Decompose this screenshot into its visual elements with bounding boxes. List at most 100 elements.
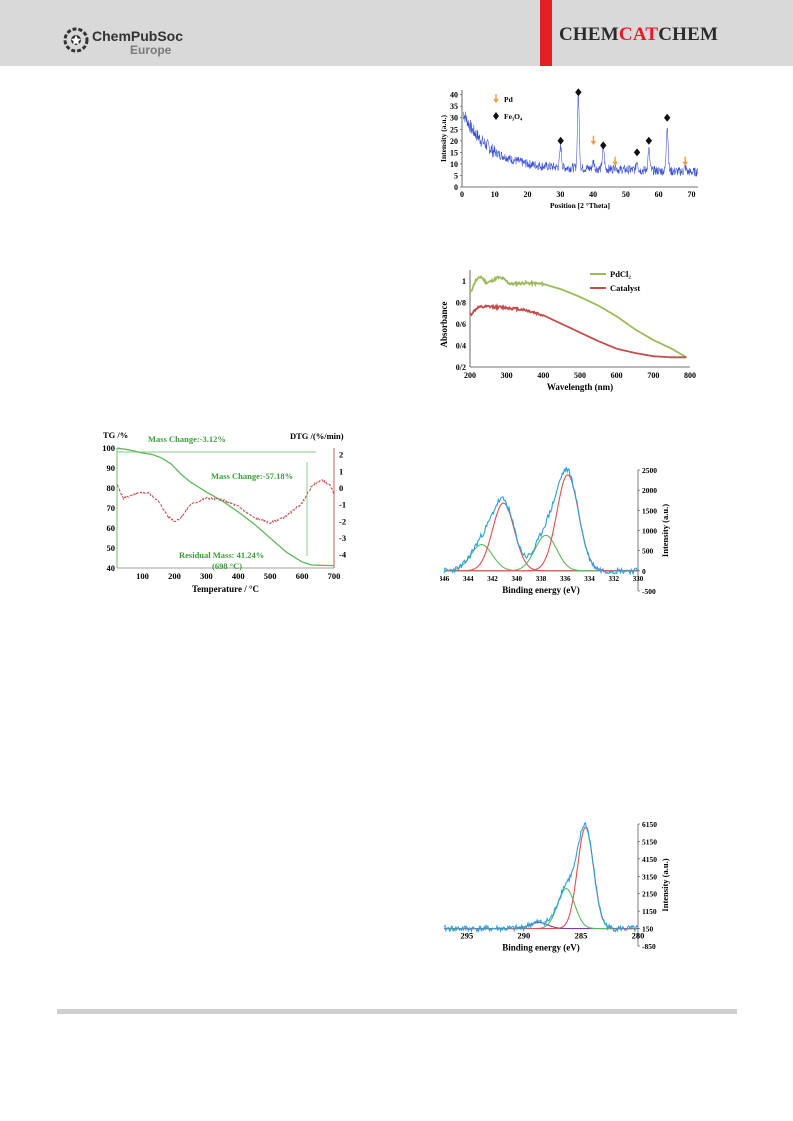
y-tick-label: 35 [450,102,458,111]
y2-tick-label: -2 [339,516,346,526]
y-tick-label: 150 [642,925,654,934]
x-axis-title: Binding energy (eV) [502,943,580,953]
x-tick-label: 70 [687,190,695,199]
x-tick-label: 300 [200,571,213,581]
x-tick-label: 500 [264,571,277,581]
x-tick-label: 340 [512,575,523,583]
x-tick-label: 290 [518,931,531,941]
legend-label: PdCl₂ [610,269,631,279]
chempubsoc-icon [63,27,89,53]
fe3o4-peak-marker [633,148,641,157]
xrd-chart: 0 5 10 15 20 25 30 35 40 0 10 20 30 40 50 60 70 Position … [439,88,698,210]
series-line-pdcl2 [469,275,687,359]
x-tick-label: 400 [537,371,549,380]
fe3o4-peak-marker [557,136,564,145]
y-axis-title: Absorbance [439,301,449,347]
y-tick-label: 1 [462,277,466,286]
y-tick-label: 5150 [642,837,657,846]
fit-component-3 [444,826,638,930]
legend-pd-label: Pd [504,95,514,104]
x-axis-title: Wavelength (nm) [547,382,613,392]
page-header: ChemPubSoc Europe CHEMCATCHEM [0,0,793,66]
measured-spectrum [443,466,639,576]
y-tick-label: 0/8 [456,298,466,307]
x-tick-label: 200 [464,371,476,380]
y-tick-label: 2000 [642,486,657,495]
y-tick-label: 30 [450,114,458,123]
y-tick-label: 1000 [642,527,657,536]
xps-pd-chart: -500 0 500 1000 1500 2000 2500 346 344 342 340 338 3… [440,466,670,596]
y-tick-label: -850 [642,942,656,951]
x-tick-label: 332 [609,575,620,583]
fit-component-4 [444,474,638,572]
x-tick-label: 285 [575,931,588,941]
y-tick-label: 15 [450,148,458,157]
y-tick-label: 3150 [642,872,657,881]
annotation-residual-mass: Residual Mass: 41.24% [179,550,264,560]
x-tick-label: 50 [622,190,630,199]
legend-fe3o4-label: Fe₃O₄ [504,112,523,121]
x-tick-label: 334 [584,575,595,583]
x-tick-label: 700 [647,371,659,380]
journal-title-part2: CAT [618,24,659,45]
journal-title-part3: CHEM [658,24,719,45]
x-tick-label: 336 [560,575,571,583]
x-tick-label: 60 [655,190,663,199]
y-tick-label: 2500 [642,466,657,475]
y-tick-label: 40 [107,563,116,573]
y-tick-label: 5 [454,171,458,180]
accent-bar [540,0,552,66]
fit-component-2 [444,502,638,572]
y-tick-label: 80 [107,483,116,493]
legend-label: Catalyst [610,283,640,293]
y2-tick-label: -3 [339,533,346,543]
y-axis-title: Intensity (a.u.) [660,504,670,557]
x-tick-label: 500 [574,371,586,380]
x-tick-label: 800 [684,371,696,380]
y-tick-label: 50 [107,543,116,553]
pd-peak-marker [682,156,688,166]
pd-peak-marker [590,135,597,146]
x-tick-label: 30 [556,190,564,199]
xrd-pattern-line [462,95,698,177]
y2-tick-label: 0 [339,483,343,493]
y2-tick-label: 1 [339,466,343,476]
y-tick-label: 0 [642,567,646,576]
y-tick-label: 1150 [642,907,657,916]
y-tick-label: 70 [107,503,116,513]
y-tick-label: 100 [102,443,115,453]
x-tick-label: 600 [611,371,623,380]
y-tick-label: 0/6 [456,320,466,329]
y2-axis-title: DTG /(%/min) [290,431,344,441]
fe3o4-peak-marker [663,113,671,122]
x-tick-label: 200 [168,571,181,581]
journal-title[interactable]: CHEMCATCHEM [559,24,718,46]
y-tick-label: 4150 [642,855,657,864]
x-axis-title: Temperature / °C [192,584,259,594]
x-tick-label: 300 [501,371,513,380]
fe3o4-peak-marker [575,88,582,97]
x-tick-label: 346 [440,575,450,583]
y-tick-label: 10 [450,160,458,169]
x-tick-label: 10 [491,190,499,199]
dtg-curve [116,478,335,525]
fit-component-3 [444,534,638,572]
legend-fe3o4-marker [493,112,499,120]
uvvis-chart: 0/2 0/4 0/6 0/8 1 200 300 400 500 600 700 800 Wavele… [439,269,696,392]
y-tick-label: 1500 [642,506,657,515]
journal-title-part1: CHEM [559,24,619,45]
y-tick-label: 90 [107,463,116,473]
footer-rule [57,1009,737,1014]
series-line-catalyst [469,302,687,359]
x-tick-label: 100 [136,571,149,581]
x-tick-label: 338 [536,575,547,583]
y-tick-label: 60 [107,523,116,533]
y-axis-title: Intensity (a.u.) [660,858,670,911]
x-tick-label: 330 [633,575,644,583]
y-axis-title: Intensity (a.u.) [439,115,448,162]
x-tick-label: 40 [589,190,597,199]
pd-peak-marker [612,156,618,166]
y2-tick-label: 2 [339,450,343,460]
y-tick-label: 40 [450,91,458,100]
x-axis-title: Binding energy (eV) [502,585,580,595]
